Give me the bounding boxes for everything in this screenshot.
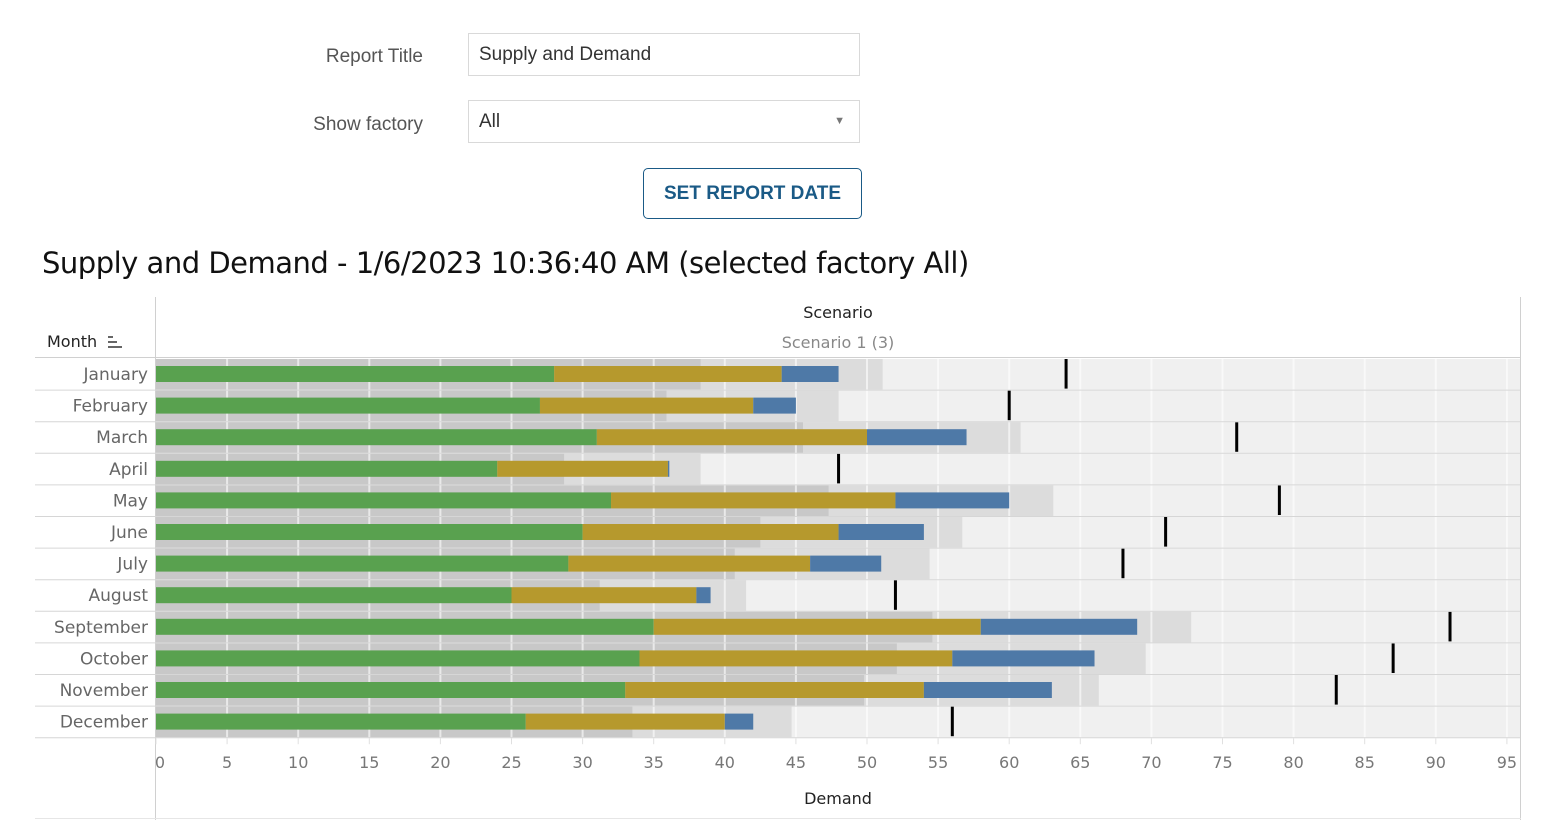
bar-may-segment-2[interactable] [611, 492, 896, 509]
tick-label-90: 90 [1426, 753, 1446, 772]
bar-july-segment-3[interactable] [810, 555, 882, 572]
tick-label-30: 30 [572, 753, 592, 772]
bar-march-segment-1[interactable] [156, 429, 597, 446]
tick-label-40: 40 [715, 753, 735, 772]
bar-november-segment-2[interactable] [625, 682, 924, 698]
tick-label-75: 75 [1212, 753, 1232, 772]
bar-june-segment-2[interactable] [582, 524, 839, 540]
bar-december-segment-3[interactable] [724, 713, 754, 730]
bar-november-segment-3[interactable] [923, 682, 1052, 698]
tick-label-10: 10 [288, 753, 308, 772]
report-heading: Supply and Demand - 1/6/2023 10:36:40 AM… [42, 246, 969, 280]
target-marker-july[interactable] [1121, 548, 1125, 579]
bar-february-segment-2[interactable] [539, 397, 754, 414]
month-label-august[interactable]: August [89, 586, 149, 606]
bar-january-segment-3[interactable] [781, 366, 839, 382]
report-title-input[interactable]: Supply and Demand [468, 33, 860, 76]
tick-label-70: 70 [1141, 753, 1161, 772]
bar-august-segment-3[interactable] [696, 587, 711, 604]
bar-august-segment-1[interactable] [156, 587, 512, 604]
tick-label-25: 25 [501, 753, 521, 772]
month-label-june[interactable]: June [110, 523, 148, 543]
tick-label-15: 15 [359, 753, 379, 772]
chevron-down-icon: ▼ [834, 115, 845, 127]
sort-icon[interactable] [108, 336, 122, 348]
bar-january-segment-1[interactable] [156, 366, 555, 382]
tick-label-80: 80 [1283, 753, 1303, 772]
bar-april-segment-2[interactable] [497, 460, 668, 477]
target-marker-october[interactable] [1391, 643, 1395, 673]
supply-demand-chart: Scenario Scenario 1 (3) Month January Feb… [35, 297, 1521, 820]
bar-january-segment-2[interactable] [554, 366, 782, 382]
month-label-march[interactable]: March [96, 428, 148, 448]
bar-april-segment-3[interactable] [667, 460, 670, 477]
tick-label-85: 85 [1355, 753, 1375, 772]
tick-label-55: 55 [928, 753, 948, 772]
show-factory-value: All [479, 111, 501, 132]
row-header[interactable]: Month [47, 332, 97, 351]
target-marker-january[interactable] [1064, 359, 1068, 389]
x-axis-title: Demand [804, 789, 872, 808]
tick-label-35: 35 [644, 753, 664, 772]
tick-label-60: 60 [999, 753, 1019, 772]
bar-march-segment-3[interactable] [867, 429, 967, 446]
tick-label-0: 0 [155, 753, 165, 772]
bar-june-segment-3[interactable] [838, 524, 924, 540]
tick-label-65: 65 [1070, 753, 1090, 772]
bar-july-segment-1[interactable] [156, 555, 569, 572]
month-label-april[interactable]: April [109, 460, 148, 480]
tick-label-50: 50 [857, 753, 877, 772]
tick-label-45: 45 [786, 753, 806, 772]
target-marker-august[interactable] [893, 580, 897, 610]
target-marker-december[interactable] [950, 706, 954, 737]
target-marker-february[interactable] [1007, 390, 1011, 421]
target-marker-april[interactable] [837, 453, 841, 484]
month-label-july[interactable]: July [116, 555, 148, 575]
month-label-may[interactable]: May [113, 491, 148, 511]
bar-september-segment-3[interactable] [980, 618, 1138, 635]
show-factory-select[interactable]: All ▼ [468, 100, 860, 143]
bar-june-segment-1[interactable] [156, 524, 583, 540]
target-marker-november[interactable] [1334, 675, 1338, 705]
bar-may-segment-3[interactable] [895, 492, 1010, 509]
bar-august-segment-2[interactable] [511, 587, 697, 604]
bar-october-segment-2[interactable] [639, 650, 953, 667]
bar-february-segment-3[interactable] [753, 397, 796, 414]
show-factory-label: Show factory [313, 114, 423, 135]
target-marker-march[interactable] [1235, 422, 1239, 452]
bar-december-segment-1[interactable] [156, 713, 526, 730]
bar-september-segment-2[interactable] [653, 618, 981, 635]
target-marker-june[interactable] [1164, 517, 1168, 547]
target-marker-september[interactable] [1448, 611, 1452, 642]
month-label-september[interactable]: September [54, 618, 148, 638]
column-header: Scenario [803, 303, 873, 322]
target-marker-may[interactable] [1277, 485, 1281, 515]
bar-october-segment-3[interactable] [952, 650, 1095, 667]
bar-may-segment-1[interactable] [156, 492, 612, 509]
bar-april-segment-1[interactable] [156, 460, 498, 477]
bar-february-segment-1[interactable] [156, 397, 540, 414]
month-label-october[interactable]: October [80, 649, 148, 669]
bar-july-segment-2[interactable] [568, 555, 811, 572]
bar-october-segment-1[interactable] [156, 650, 640, 667]
tick-label-5: 5 [222, 753, 232, 772]
tick-label-95: 95 [1497, 753, 1517, 772]
bar-november-segment-1[interactable] [156, 682, 626, 698]
bar-september-segment-1[interactable] [156, 618, 654, 635]
bar-march-segment-2[interactable] [596, 429, 867, 446]
column-value: Scenario 1 (3) [782, 333, 895, 352]
month-label-december[interactable]: December [60, 713, 148, 733]
bar-december-segment-2[interactable] [525, 713, 725, 730]
month-label-november[interactable]: November [60, 681, 148, 701]
month-label-january[interactable]: January [83, 365, 148, 385]
tick-label-20: 20 [430, 753, 450, 772]
set-report-date-button[interactable]: SET REPORT DATE [643, 168, 862, 219]
report-title-label: Report Title [325, 46, 423, 67]
month-label-february[interactable]: February [73, 397, 148, 417]
